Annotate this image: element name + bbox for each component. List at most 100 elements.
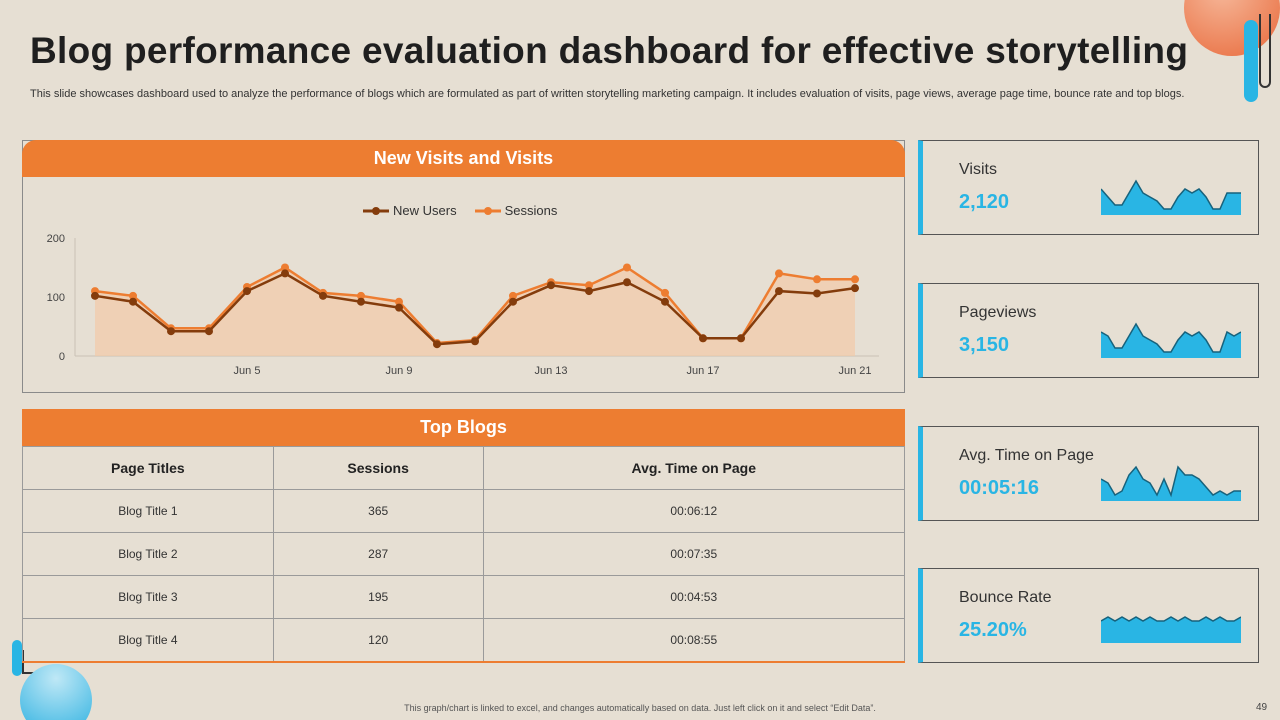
x-tick-label: Jun 17 <box>686 365 719 377</box>
kpi-value: 3,150 <box>959 334 1010 356</box>
cell-sessions: 120 <box>272 618 484 663</box>
decorative-bracket-bottom-left <box>22 650 34 674</box>
new-users-point <box>737 334 745 343</box>
column-header-page-titles: Page Titles <box>22 446 274 490</box>
sparkline-line <box>1101 465 1241 498</box>
new-users-point <box>623 278 631 287</box>
y-tick-label: 200 <box>47 233 65 245</box>
new-users-point <box>357 297 365 306</box>
sessions-point <box>585 281 593 290</box>
sparkline-area <box>1101 467 1241 501</box>
kpi-label: Pageviews <box>959 304 1037 321</box>
sessions-point <box>509 291 517 300</box>
kpi-card-pageviews: Pageviews 3,150 <box>918 283 1259 378</box>
cell-avg-time: 00:04:53 <box>482 575 906 619</box>
cell-page-title: Blog Title 3 <box>22 575 274 619</box>
decorative-bracket-top-right <box>1259 14 1271 88</box>
table-row: Blog Title 4 120 00:08:55 <box>22 618 906 663</box>
kpi-sparkline <box>1101 179 1241 215</box>
top-blogs-table: Page Titles Sessions Avg. Time on Page B… <box>22 446 906 663</box>
column-header-avg-time: Avg. Time on Page <box>482 446 906 490</box>
new-users-point <box>775 287 783 296</box>
sparkline-line <box>1101 616 1241 622</box>
page-number: 49 <box>1256 702 1268 713</box>
decorative-bar-bottom-left <box>12 640 22 676</box>
new-users-point <box>547 281 555 290</box>
cell-sessions: 287 <box>272 532 484 576</box>
new-users-point <box>433 340 441 349</box>
cell-page-title: Blog Title 4 <box>22 618 274 663</box>
kpi-label: Avg. Time on Page <box>959 447 1094 464</box>
decorative-bar-top-right <box>1244 20 1258 102</box>
y-tick-label: 100 <box>47 292 65 304</box>
kpi-label: Visits <box>959 161 997 178</box>
visits-chart-panel: New Visits and Visits New Users Sessions… <box>22 140 905 393</box>
cell-page-title: Blog Title 1 <box>22 489 274 533</box>
kpi-sparkline <box>1101 465 1241 501</box>
new-users-point <box>585 287 593 296</box>
kpi-label: Bounce Rate <box>959 589 1052 606</box>
new-users-point <box>167 327 175 336</box>
cell-avg-time: 00:08:55 <box>482 618 906 663</box>
legend-marker-new-users <box>363 206 389 215</box>
kpi-value: 25.20% <box>959 619 1027 641</box>
sessions-area <box>95 267 855 356</box>
sessions-point <box>851 275 859 284</box>
kpi-sparkline <box>1101 322 1241 358</box>
new-users-point <box>395 303 403 312</box>
legend-label-sessions: Sessions <box>504 203 558 218</box>
sessions-point <box>129 291 137 300</box>
cell-avg-time: 00:07:35 <box>482 532 906 576</box>
line-chart: 0 100 200 Jun 5 Jun 9 Jun 13 Jun 17 Jun 21 <box>47 233 879 377</box>
kpi-card-visits: Visits 2,120 <box>918 140 1259 235</box>
kpi-card-avg-time: Avg. Time on Page 00:05:16 <box>918 426 1259 521</box>
new-users-point <box>813 289 821 298</box>
new-users-point <box>509 297 517 306</box>
sessions-point <box>281 263 289 272</box>
sessions-point <box>775 269 783 278</box>
legend-label-new-users: New Users <box>393 203 457 218</box>
new-users-point <box>661 297 669 306</box>
chart-legend: New Users Sessions <box>363 203 557 218</box>
new-users-point <box>471 337 479 346</box>
sparkline-line <box>1101 322 1241 353</box>
legend-item-sessions: Sessions <box>474 203 558 218</box>
column-header-sessions: Sessions <box>272 446 484 490</box>
sparkline-area <box>1101 324 1241 358</box>
cell-page-title: Blog Title 2 <box>22 532 274 576</box>
new-users-point <box>699 334 707 343</box>
decorative-circle-bottom-left <box>20 664 92 720</box>
footer-note: This graph/chart is linked to excel, and… <box>404 703 876 713</box>
x-tick-label: Jun 21 <box>838 365 871 377</box>
sessions-point <box>661 288 669 297</box>
x-tick-label: Jun 9 <box>386 365 413 377</box>
x-tick-label: Jun 13 <box>534 365 567 377</box>
x-tick-label: Jun 5 <box>234 365 261 377</box>
cell-sessions: 195 <box>272 575 484 619</box>
new-users-point <box>205 327 213 336</box>
y-tick-label: 0 <box>59 351 65 363</box>
new-users-point <box>319 291 327 300</box>
table-panel-header: Top Blogs <box>22 409 905 446</box>
kpi-card-bounce-rate: Bounce Rate 25.20% <box>918 568 1259 663</box>
new-users-point <box>243 287 251 296</box>
new-users-point <box>129 297 137 306</box>
kpi-sparkline <box>1101 616 1241 643</box>
cell-sessions: 365 <box>272 489 484 533</box>
cell-avg-time: 00:06:12 <box>482 489 906 533</box>
sparkline-line <box>1101 179 1241 210</box>
chart-panel-header: New Visits and Visits <box>22 140 905 177</box>
sessions-point <box>395 297 403 306</box>
legend-item-new-users: New Users <box>363 203 457 218</box>
kpi-value: 00:05:16 <box>959 477 1040 499</box>
sparkline-area <box>1101 617 1241 643</box>
sessions-point <box>357 291 365 300</box>
new-users-point <box>851 284 859 293</box>
sessions-point <box>623 263 631 272</box>
sparkline-area <box>1101 181 1241 215</box>
table-row: Blog Title 3 195 00:04:53 <box>22 575 906 619</box>
page-title: Blog performance evaluation dashboard fo… <box>30 30 1189 71</box>
table-row: Blog Title 2 287 00:07:35 <box>22 532 906 576</box>
top-blogs-panel: Top Blogs Page Titles Sessions Avg. Time… <box>22 409 906 663</box>
legend-marker-sessions <box>474 206 501 215</box>
